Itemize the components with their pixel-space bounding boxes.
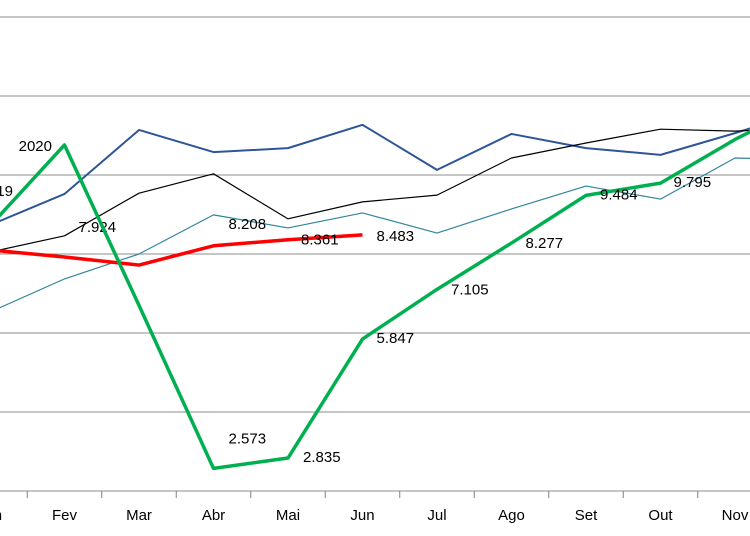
- x-tick-label: Fev: [52, 507, 78, 524]
- data-label: 7.924: [79, 219, 117, 236]
- x-tick-label: Jun: [350, 507, 374, 524]
- data-label: 7.105: [451, 281, 489, 298]
- series-label: 2020: [19, 138, 52, 155]
- data-label: 8.361: [301, 232, 339, 249]
- data-label: 2.835: [303, 449, 341, 466]
- x-tick-label: Jan: [0, 507, 2, 524]
- x-tick-label: Out: [648, 507, 673, 524]
- series-line: [0, 123, 750, 223]
- x-tick-label: Mar: [126, 507, 152, 524]
- x-tick-label: Mai: [276, 507, 300, 524]
- series-line: [0, 233, 363, 267]
- x-tick-label: Jul: [427, 507, 446, 524]
- series-line: [0, 129, 750, 471]
- x-tick-label: Ago: [498, 507, 525, 524]
- data-label: 8.277: [526, 235, 564, 252]
- data-label: 9.795: [674, 174, 712, 191]
- data-label: 2.573: [229, 430, 267, 447]
- data-label: 9.484: [600, 186, 638, 203]
- x-tick-label: Abr: [202, 507, 225, 524]
- x-tick-label: Nov: [722, 507, 749, 524]
- data-label: 8.208: [229, 216, 267, 233]
- data-label: 5.847: [377, 330, 415, 347]
- series-label: 2019: [0, 183, 13, 200]
- series-line: [0, 128, 750, 251]
- data-label: 8.483: [377, 228, 415, 245]
- series-line: [0, 157, 750, 309]
- x-tick-label: Set: [575, 507, 598, 524]
